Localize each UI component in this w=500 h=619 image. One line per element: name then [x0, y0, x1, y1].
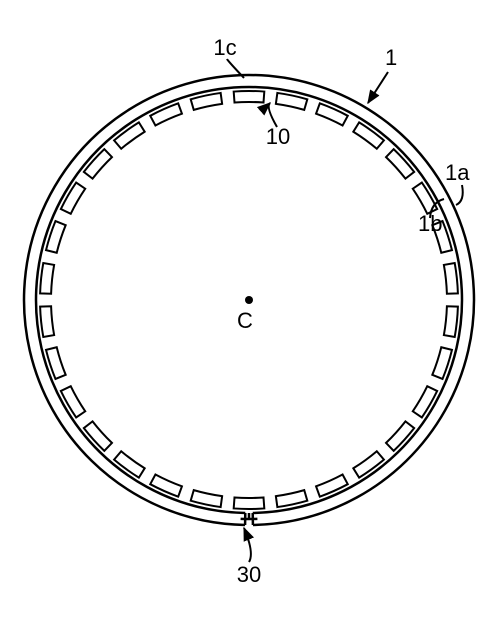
magnet-segment	[316, 103, 348, 125]
magnet-segment	[316, 474, 348, 496]
magnet-segment	[353, 122, 384, 148]
center-mark	[245, 296, 253, 304]
label-L1b: 1b	[418, 211, 442, 236]
label-L1c: 1c	[213, 35, 236, 60]
magnet-segment	[234, 91, 265, 103]
magnet-segment	[114, 451, 145, 477]
magnet-segment	[114, 122, 145, 148]
magnet-segment	[444, 306, 458, 337]
magnet-segment	[386, 421, 414, 450]
magnet-segment	[276, 490, 307, 507]
magnet-segment	[413, 183, 437, 214]
magnet-segment	[191, 490, 222, 507]
magnet-segment	[61, 183, 85, 214]
label-L1: 1	[385, 45, 397, 70]
magnet-segment	[234, 497, 265, 509]
technical-diagram: C 1 1a 1b 1c 10 30	[0, 0, 500, 619]
center-dot	[245, 296, 253, 304]
magnet-segment	[413, 386, 437, 417]
label-L30: 30	[237, 562, 261, 587]
magnet-segment	[40, 263, 54, 294]
label-C: C	[237, 308, 253, 333]
label-L1a: 1a	[445, 160, 470, 185]
ring-joint	[241, 513, 258, 525]
magnet-segment	[444, 263, 458, 294]
magnet-segment	[84, 421, 112, 450]
magnet-segment	[150, 103, 182, 125]
label-L10: 10	[266, 124, 290, 149]
leader-L30	[244, 528, 251, 562]
magnet-segment	[276, 93, 307, 110]
magnet-segment	[353, 451, 384, 477]
magnet-segment	[150, 474, 182, 496]
magnet-segment	[386, 149, 414, 178]
magnet-segment	[84, 149, 112, 178]
leader-L1	[368, 72, 388, 103]
magnet-segment	[61, 386, 85, 417]
magnet-segment	[40, 306, 54, 337]
magnet-segment	[191, 93, 222, 110]
leader-L1a	[456, 185, 463, 205]
